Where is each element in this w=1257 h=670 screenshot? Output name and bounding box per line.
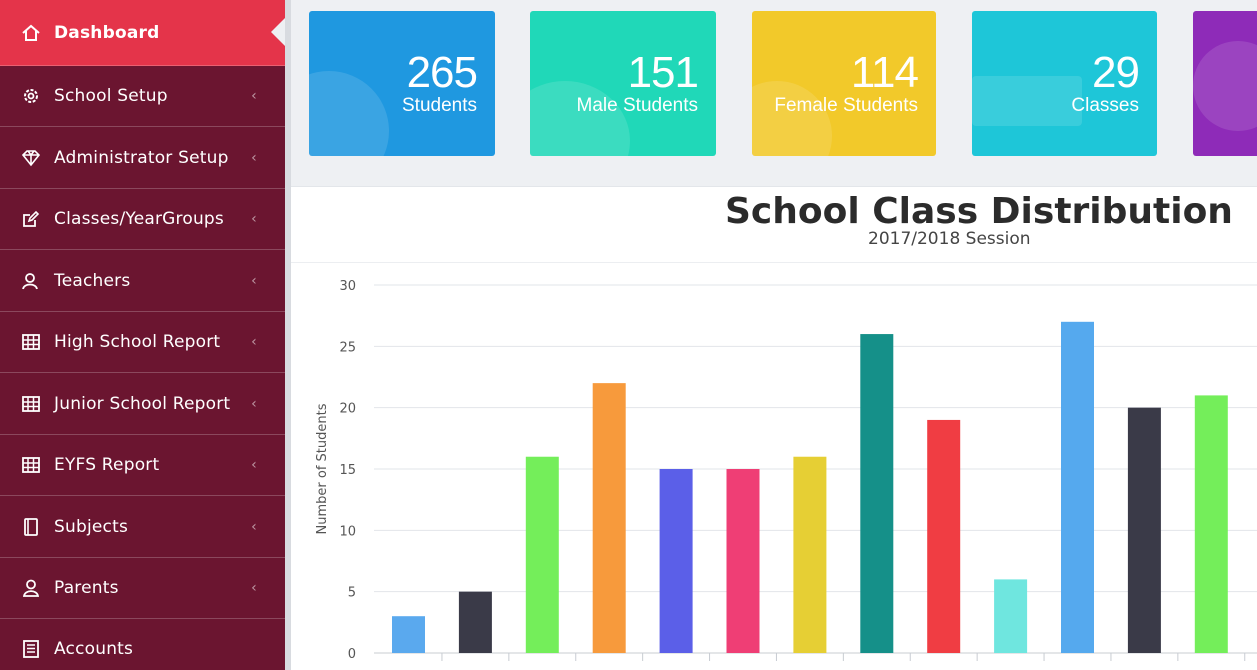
stat-card-students[interactable]: 265 Students <box>309 11 495 156</box>
bar <box>793 456 827 653</box>
card-decoration <box>530 81 630 156</box>
y-tick-label: 20 <box>339 402 356 417</box>
card-decoration <box>309 71 389 156</box>
sidebar-item-accounts[interactable]: Accounts <box>0 619 285 670</box>
globe-icon <box>1193 41 1257 131</box>
y-tick-label: 10 <box>339 524 356 539</box>
stat-value: 114 <box>850 48 919 97</box>
sidebar-item-label: EYFS Report <box>54 455 160 475</box>
sidebar-item-label: Junior School Report <box>54 393 231 414</box>
y-tick-label: 5 <box>348 586 356 601</box>
sidebar-item-administrator-setup[interactable]: Administrator Setup ‹ <box>0 127 285 189</box>
chart-panel: School Class Distribution 2017/2018 Sess… <box>291 186 1257 670</box>
card-decoration <box>972 76 1082 126</box>
chevron-left-icon: ‹ <box>251 211 257 227</box>
sidebar-item-label: Teachers <box>54 270 131 291</box>
ledger-icon <box>20 638 42 660</box>
stat-card-classes[interactable]: 29 Classes <box>972 11 1157 156</box>
bar <box>994 579 1028 653</box>
stat-card-male-students[interactable]: 151 Male Students <box>530 11 716 156</box>
sidebar-item-label: Subjects <box>54 516 129 537</box>
chevron-left-icon: ‹ <box>251 149 257 166</box>
sidebar-item-subjects[interactable]: Subjects ‹ <box>0 496 285 558</box>
chevron-left-icon: ‹ <box>251 272 257 289</box>
stat-label: Classes <box>1071 95 1139 116</box>
sidebar-item-parents[interactable]: Parents ‹ <box>0 558 285 619</box>
sidebar-item-label: High School Report <box>54 332 221 352</box>
card-decoration <box>752 81 832 156</box>
bar <box>1194 395 1228 653</box>
sidebar: Dashboard School Setup ‹ Administrator S… <box>0 0 285 670</box>
edit-icon <box>20 208 42 230</box>
sidebar-item-eyfs-report[interactable]: EYFS Report ‹ <box>0 435 285 496</box>
bar <box>525 456 559 653</box>
y-tick-label: 30 <box>339 279 356 294</box>
stat-value: 29 <box>1092 48 1140 97</box>
stat-value: 265 <box>406 48 478 97</box>
book-icon <box>20 516 42 538</box>
stat-label: Students <box>402 95 477 116</box>
active-indicator <box>271 18 285 46</box>
sidebar-item-junior-school-report[interactable]: Junior School Report ‹ <box>0 373 285 435</box>
stat-value: 151 <box>627 48 699 97</box>
chevron-left-icon: ‹ <box>251 457 257 473</box>
sidebar-item-dashboard[interactable]: Dashboard <box>0 0 285 66</box>
bar <box>1127 407 1161 653</box>
sidebar-item-teachers[interactable]: Teachers ‹ <box>0 250 285 312</box>
bar <box>1061 321 1094 653</box>
table-icon <box>20 331 42 353</box>
teacher-icon <box>20 270 42 292</box>
sidebar-divider <box>285 0 291 670</box>
stat-label: Female Students <box>774 95 918 116</box>
chevron-left-icon: ‹ <box>251 334 257 350</box>
bar <box>392 616 425 653</box>
y-tick-label: 0 <box>348 647 356 662</box>
table-icon <box>20 393 42 415</box>
chart-subtitle: 2017/2018 Session <box>868 229 1031 249</box>
bar-chart: 0 5 10 15 20 25 30 Number of Students <box>315 279 1257 662</box>
bar <box>726 469 760 653</box>
bar <box>659 469 693 653</box>
sidebar-item-label: Classes/YearGroups <box>54 209 224 229</box>
sidebar-item-label: School Setup <box>54 86 168 106</box>
sidebar-item-high-school-report[interactable]: High School Report ‹ <box>0 312 285 373</box>
sidebar-item-label: Dashboard <box>54 22 160 43</box>
chart-title: School Class Distribution <box>725 191 1233 232</box>
bar <box>927 419 961 653</box>
chevron-left-icon: ‹ <box>251 518 257 535</box>
stat-card-female-students[interactable]: 114 Female Students <box>752 11 936 156</box>
y-axis-label: Number of Students <box>315 403 330 534</box>
diamond-icon <box>20 147 42 169</box>
chevron-left-icon: ‹ <box>251 580 257 596</box>
chevron-left-icon: ‹ <box>251 395 257 412</box>
stat-card-partial[interactable] <box>1193 11 1257 156</box>
user-icon <box>20 577 42 599</box>
sidebar-item-label: Parents <box>54 578 119 598</box>
sidebar-item-school-setup[interactable]: School Setup ‹ <box>0 66 285 127</box>
stat-label: Male Students <box>576 95 698 116</box>
chevron-left-icon: ‹ <box>251 88 257 104</box>
y-tick-label: 15 <box>339 463 356 478</box>
sidebar-item-label: Accounts <box>54 639 134 659</box>
chart-header: School Class Distribution 2017/2018 Sess… <box>291 187 1257 263</box>
sidebar-item-classes[interactable]: Classes/YearGroups ‹ <box>0 189 285 250</box>
sidebar-item-label: Administrator Setup <box>54 147 229 168</box>
bar <box>458 591 492 653</box>
home-icon <box>20 22 42 44</box>
y-tick-label: 25 <box>339 340 356 355</box>
table-icon <box>20 454 42 476</box>
gear-icon <box>20 85 42 107</box>
bar <box>592 383 626 653</box>
bar <box>860 334 894 653</box>
